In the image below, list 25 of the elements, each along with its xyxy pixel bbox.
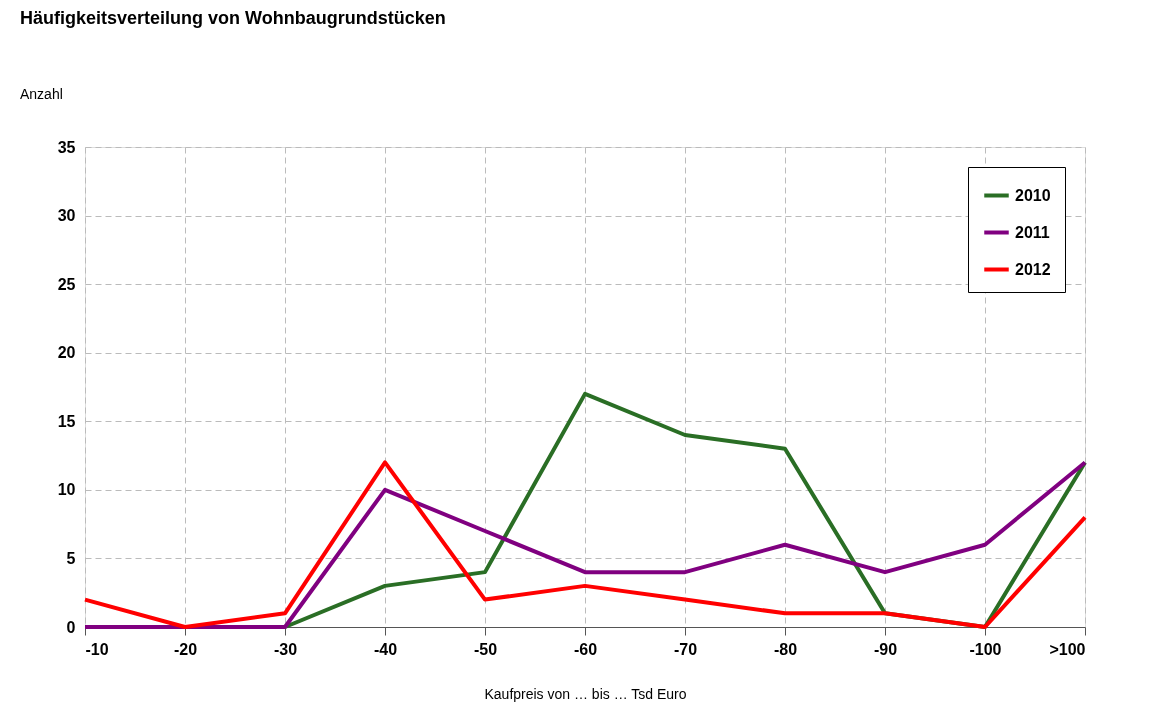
legend-label: 2011 xyxy=(1015,223,1050,241)
x-tick-label: -10 xyxy=(85,640,109,658)
x-tick-label: -60 xyxy=(573,640,598,658)
y-tick-label: 10 xyxy=(57,481,76,499)
y-tick-label: 0 xyxy=(66,618,76,636)
x-tick-label: -50 xyxy=(473,640,498,658)
y-tick-label: 30 xyxy=(57,207,76,225)
y-tick-label: 15 xyxy=(57,412,76,430)
y-tick-label: 35 xyxy=(57,138,76,156)
x-tick-label: -40 xyxy=(373,640,398,658)
legend-label: 2010 xyxy=(1015,186,1051,204)
x-axis-title: Kaufpreis von … bis … Tsd Euro xyxy=(484,685,687,702)
y-tick-label: 20 xyxy=(57,344,76,362)
y-axis-title: Anzahl xyxy=(20,86,63,102)
y-tick-label: 25 xyxy=(57,275,76,293)
x-tick-label: -20 xyxy=(173,640,198,658)
x-tick-label: -100 xyxy=(969,640,1002,658)
chart-title: Häufigkeitsverteilung von Wohnbaugrundstücken xyxy=(20,8,446,28)
x-tick-label: >100 xyxy=(1049,640,1086,658)
y-tick-label: 5 xyxy=(66,549,76,567)
x-tick-label: -80 xyxy=(773,640,798,658)
legend-label: 2012 xyxy=(1015,260,1051,278)
x-tick-label: -30 xyxy=(273,640,298,658)
x-tick-label: -90 xyxy=(873,640,898,658)
x-tick-label: -70 xyxy=(673,640,698,658)
